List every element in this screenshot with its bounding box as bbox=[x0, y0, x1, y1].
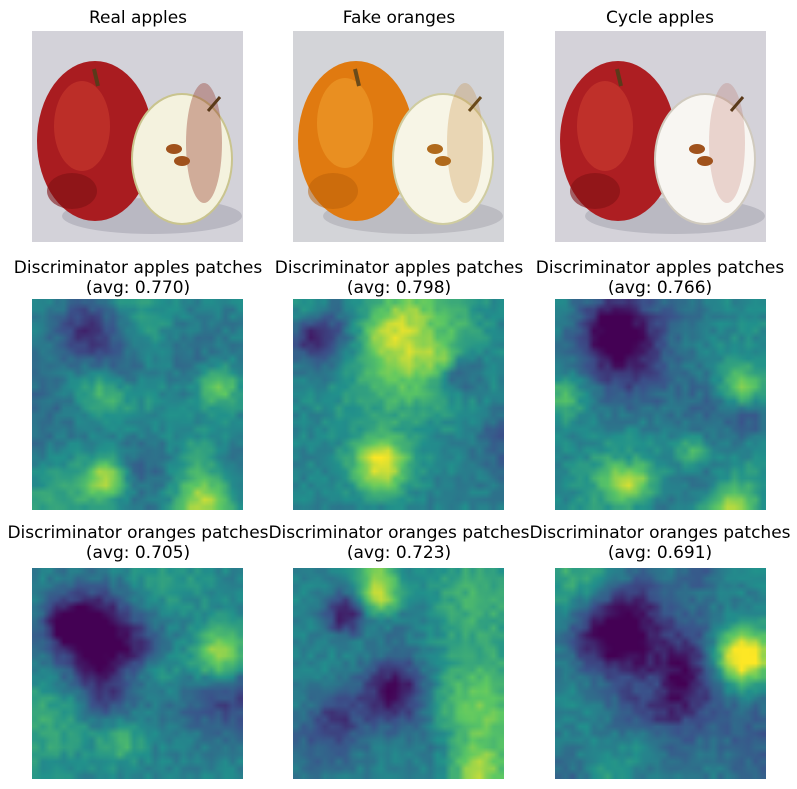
fake-oranges-title: Fake oranges bbox=[342, 8, 456, 28]
fake-oranges-illustration bbox=[293, 31, 504, 242]
disc-oranges-title-1-line1: Discriminator oranges patches bbox=[7, 523, 269, 543]
disc-oranges-title-1: Discriminator oranges patches (avg: 0.70… bbox=[0, 523, 288, 563]
cycle-apples-title: Cycle apples bbox=[606, 8, 714, 28]
disc-oranges-title-3-line2: (avg: 0.691) bbox=[607, 543, 713, 563]
disc-oranges-heatmap-1 bbox=[32, 568, 243, 779]
disc-oranges-title-1-line2: (avg: 0.705) bbox=[85, 543, 191, 563]
disc-apples-title-1-line1: Discriminator apples patches bbox=[13, 258, 263, 278]
disc-oranges-title-2-line1: Discriminator oranges patches bbox=[268, 523, 530, 543]
disc-apples-title-2-line1: Discriminator apples patches bbox=[274, 258, 524, 278]
cycle-apples-illustration bbox=[555, 31, 766, 242]
fake-oranges-image bbox=[293, 31, 504, 242]
disc-oranges-title-2: Discriminator oranges patches (avg: 0.72… bbox=[249, 523, 549, 563]
disc-apples-title-1-line2: (avg: 0.770) bbox=[85, 278, 191, 298]
disc-apples-title-2-line2: (avg: 0.798) bbox=[346, 278, 452, 298]
cycle-apples-image bbox=[555, 31, 766, 242]
disc-apples-heatmap-3 bbox=[555, 299, 766, 510]
disc-apples-title-3-line2: (avg: 0.766) bbox=[607, 278, 713, 298]
disc-oranges-title-3: Discriminator oranges patches (avg: 0.69… bbox=[510, 523, 797, 563]
disc-apples-heatmap-2 bbox=[293, 299, 504, 510]
disc-oranges-title-3-line1: Discriminator oranges patches bbox=[529, 523, 791, 543]
disc-apples-title-2: Discriminator apples patches (avg: 0.798… bbox=[249, 258, 549, 298]
disc-oranges-title-2-line2: (avg: 0.723) bbox=[346, 543, 452, 563]
disc-apples-title-1: Discriminator apples patches (avg: 0.770… bbox=[0, 258, 288, 298]
real-apples-image bbox=[32, 31, 243, 242]
disc-oranges-heatmap-3 bbox=[555, 568, 766, 779]
real-apples-title: Real apples bbox=[88, 8, 188, 28]
disc-apples-title-3-line1: Discriminator apples patches bbox=[535, 258, 785, 278]
disc-oranges-heatmap-2 bbox=[293, 568, 504, 779]
disc-apples-heatmap-1 bbox=[32, 299, 243, 510]
real-apples-illustration bbox=[32, 31, 243, 242]
disc-apples-title-3: Discriminator apples patches (avg: 0.766… bbox=[510, 258, 797, 298]
